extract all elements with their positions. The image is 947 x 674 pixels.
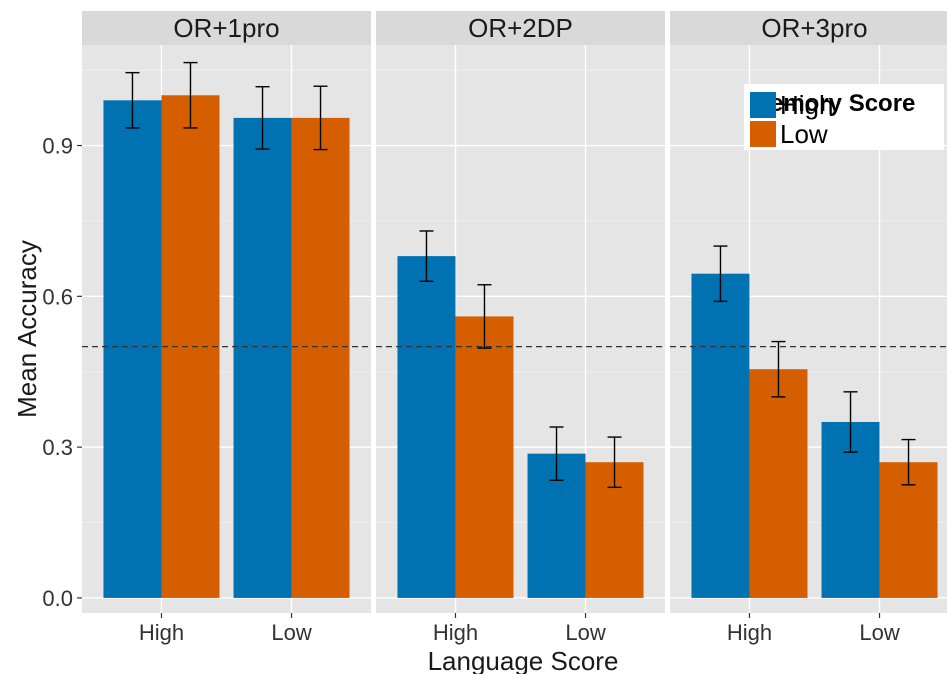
facet-label: OR+1pro xyxy=(173,13,279,43)
legend-title: Memory Score xyxy=(750,90,915,117)
x-tick-label: Low xyxy=(565,620,605,645)
legend-label-low: Low xyxy=(780,119,828,149)
bar-or-1pro-high-low xyxy=(161,95,220,598)
y-axis: 0.0 0.3 0.6 0.9 xyxy=(42,134,82,611)
bar-or-3pro-high-low xyxy=(749,369,808,598)
bar-or-1pro-low-low xyxy=(291,117,350,598)
facet-strip xyxy=(670,11,947,45)
facet-label: OR+2DP xyxy=(468,13,573,43)
x-axis-title: Language Score xyxy=(428,646,619,674)
error-bar xyxy=(549,426,564,481)
panel-or-2dp: OR+2DP High Low xyxy=(376,11,665,645)
x-tick-label: Low xyxy=(271,620,311,645)
bar-or-2dp-high-low xyxy=(455,316,514,598)
facet-label: OR+3pro xyxy=(761,13,867,43)
y-tick-label: 0.9 xyxy=(42,134,73,159)
x-tick-label: High xyxy=(727,620,772,645)
facet-strip xyxy=(82,11,371,45)
facet-strip xyxy=(376,11,665,45)
legend-label-high: High xyxy=(780,90,833,120)
bar-or-3pro-high-high xyxy=(691,273,750,598)
legend: Memory Score High Low xyxy=(744,84,944,150)
y-axis-title: Mean Accuracy xyxy=(12,240,42,418)
error-bar xyxy=(125,71,140,129)
error-bar xyxy=(419,230,434,282)
y-tick-label: 0.3 xyxy=(42,435,73,460)
error-bar xyxy=(313,85,328,151)
legend-key-high xyxy=(750,92,776,118)
error-bar xyxy=(607,436,622,489)
legend-key-low xyxy=(750,121,776,147)
error-bar xyxy=(901,438,916,486)
x-tick-label: High xyxy=(433,620,478,645)
y-tick-label: 0.6 xyxy=(42,284,73,309)
error-bar xyxy=(713,245,728,303)
error-bar xyxy=(183,61,198,129)
bar-or-1pro-low-high xyxy=(233,117,292,598)
bar-or-2dp-high-high xyxy=(397,256,456,598)
legend-background xyxy=(744,84,944,150)
error-bar xyxy=(477,284,492,349)
x-tick-label: Low xyxy=(859,620,899,645)
x-tick-label: High xyxy=(139,620,184,645)
error-bar xyxy=(771,340,786,398)
bar-or-1pro-high-high xyxy=(103,100,162,598)
panel-or-1pro: OR+1pro High Low xyxy=(82,11,371,645)
error-bar xyxy=(255,86,270,150)
error-bar xyxy=(843,391,858,453)
y-tick-label: 0.0 xyxy=(42,586,73,611)
